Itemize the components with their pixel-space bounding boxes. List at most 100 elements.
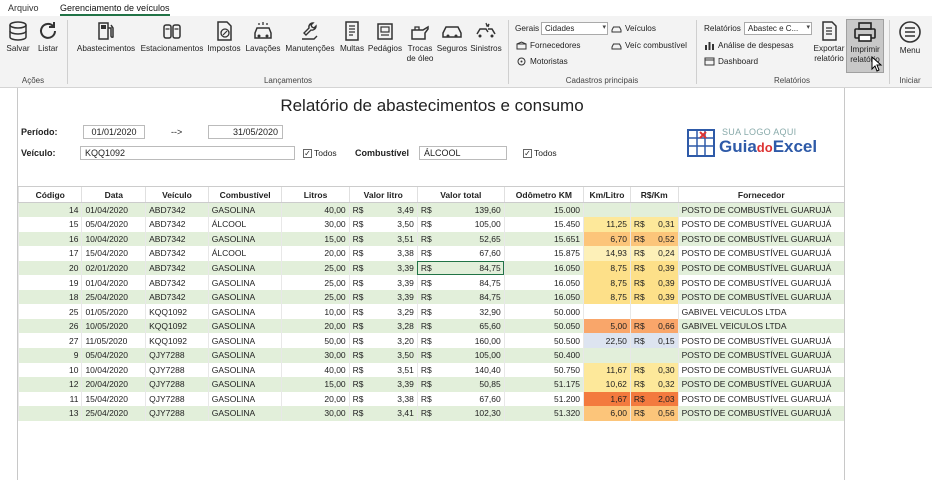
- table-cell[interactable]: R$ 3,38: [348, 246, 418, 261]
- table-cell[interactable]: 10,00: [281, 304, 350, 319]
- table-cell[interactable]: R$ 140,40: [416, 362, 505, 378]
- table-cell[interactable]: R$ 3,49: [348, 202, 418, 218]
- tab-gerenciamento-veiculos[interactable]: Gerenciamento de veículos: [60, 3, 170, 16]
- combustivel-todos-checkbox[interactable]: ✓ Todos: [523, 148, 557, 158]
- table-cell[interactable]: POSTO DE COMBUSTÍVEL GUARUJÁ: [677, 333, 844, 348]
- table-cell[interactable]: R$ 32,90: [416, 304, 505, 319]
- table-cell[interactable]: 18: [17, 289, 82, 305]
- veic-combustivel-button[interactable]: Veíc combustível: [611, 41, 687, 50]
- table-cell[interactable]: POSTO DE COMBUSTÍVEL GUARUJÁ: [677, 289, 844, 305]
- table-cell[interactable]: ABD7342: [145, 260, 209, 276]
- table-cell[interactable]: 14,93: [583, 246, 631, 261]
- table-cell[interactable]: 5,00: [583, 318, 631, 334]
- imprimir-relatorio-button[interactable]: Imprimir relatório: [846, 19, 884, 73]
- table-cell[interactable]: R$ 3,51: [348, 231, 418, 247]
- table-cell[interactable]: R$ 0,39: [629, 275, 679, 290]
- manutencoes-button[interactable]: Manutenções: [283, 20, 337, 54]
- sinistros-button[interactable]: Sinistros: [469, 20, 503, 54]
- table-cell[interactable]: ABD7342: [145, 275, 209, 290]
- table-cell[interactable]: 16: [17, 231, 82, 247]
- table-cell[interactable]: ABD7342: [145, 289, 209, 305]
- table-cell[interactable]: [583, 202, 631, 218]
- table-cell[interactable]: 01/04/2020: [81, 202, 146, 218]
- table-cell[interactable]: 8,75: [583, 260, 631, 276]
- table-cell[interactable]: R$ 0,24: [629, 246, 679, 261]
- table-cell[interactable]: 25,00: [281, 260, 350, 276]
- table-cell[interactable]: QJY7288: [145, 377, 209, 392]
- table-cell[interactable]: QJY7288: [145, 391, 209, 407]
- table-cell[interactable]: 30,00: [281, 217, 350, 232]
- table-cell[interactable]: ABD7342: [145, 202, 209, 218]
- table-cell[interactable]: 25/04/2020: [81, 289, 146, 305]
- tab-arquivo[interactable]: Arquivo: [8, 3, 39, 13]
- table-cell[interactable]: 50,00: [281, 333, 350, 348]
- table-cell[interactable]: 26: [17, 318, 82, 334]
- table-cell[interactable]: 10: [17, 362, 82, 378]
- table-cell[interactable]: 11,67: [583, 362, 631, 378]
- analise-despesas-button[interactable]: Análise de despesas: [704, 40, 794, 50]
- table-cell[interactable]: R$ 84,75: [416, 275, 505, 290]
- table-cell[interactable]: [629, 347, 679, 363]
- table-cell[interactable]: R$ 84,75: [416, 289, 505, 305]
- table-cell[interactable]: 51.320: [503, 406, 584, 421]
- table-cell[interactable]: R$ 3,28: [348, 318, 418, 334]
- table-cell[interactable]: 22,50: [583, 333, 631, 348]
- table-cell[interactable]: 01/05/2020: [81, 304, 146, 319]
- table-cell[interactable]: 10/05/2020: [81, 318, 146, 334]
- table-cell[interactable]: R$ 102,30: [416, 406, 505, 421]
- table-cell[interactable]: 19: [17, 275, 82, 290]
- table-cell[interactable]: 6,00: [583, 406, 631, 421]
- table-cell[interactable]: R$ 105,00: [416, 347, 505, 363]
- table-cell[interactable]: 50.050: [503, 318, 584, 334]
- exportar-relatorio-button[interactable]: Exportar relatório: [812, 20, 846, 64]
- table-cell[interactable]: 25: [17, 304, 82, 319]
- combustivel-field[interactable]: ÁLCOOL: [419, 146, 507, 160]
- impostos-button[interactable]: Impostos: [206, 20, 242, 54]
- table-cell[interactable]: 50.750: [503, 362, 584, 378]
- table-cell[interactable]: 27: [17, 333, 82, 348]
- table-cell[interactable]: R$ 3,39: [348, 260, 418, 276]
- table-cell[interactable]: 16.050: [503, 289, 584, 305]
- table-cell[interactable]: 17: [17, 246, 82, 261]
- relatorios-dropdown[interactable]: Abastec e C... ▾: [744, 22, 812, 35]
- table-cell[interactable]: R$ 0,66: [629, 318, 679, 334]
- table-cell[interactable]: 20/04/2020: [81, 377, 146, 392]
- table-cell[interactable]: GASOLINA: [207, 318, 282, 334]
- motoristas-button[interactable]: Motoristas: [516, 57, 568, 66]
- table-cell[interactable]: R$ 3,50: [348, 217, 418, 232]
- gerais-dropdown[interactable]: Cidades ▾: [541, 22, 608, 35]
- table-cell[interactable]: 20,00: [281, 391, 350, 407]
- table-cell[interactable]: 10/04/2020: [81, 231, 146, 247]
- table-cell[interactable]: POSTO DE COMBUSTÍVEL GUARUJÁ: [677, 231, 844, 247]
- table-cell[interactable]: R$ 50,85: [416, 377, 505, 392]
- salvar-button[interactable]: Salvar: [5, 20, 31, 54]
- lavacoes-button[interactable]: Lavações: [244, 20, 282, 54]
- table-cell[interactable]: R$ 3,39: [348, 289, 418, 305]
- table-cell[interactable]: GASOLINA: [207, 304, 282, 319]
- table-cell[interactable]: R$ 139,60: [416, 202, 505, 218]
- table-cell[interactable]: GASOLINA: [207, 377, 282, 392]
- table-cell[interactable]: GASOLINA: [207, 260, 282, 276]
- table-cell[interactable]: POSTO DE COMBUSTÍVEL GUARUJÁ: [677, 406, 844, 421]
- date-to-field[interactable]: 31/05/2020: [208, 125, 283, 139]
- table-cell[interactable]: R$ 160,00: [416, 333, 505, 348]
- table-cell[interactable]: 15/04/2020: [81, 391, 146, 407]
- table-cell[interactable]: 51.200: [503, 391, 584, 407]
- table-cell[interactable]: R$ 3,50: [348, 347, 418, 363]
- table-cell[interactable]: R$ 3,29: [348, 304, 418, 319]
- table-cell[interactable]: R$ 3,39: [348, 377, 418, 392]
- table-cell[interactable]: R$ 0,52: [629, 231, 679, 247]
- table-cell[interactable]: 15.450: [503, 217, 584, 232]
- table-cell[interactable]: POSTO DE COMBUSTÍVEL GUARUJÁ: [677, 202, 844, 218]
- table-cell[interactable]: 15: [17, 217, 82, 232]
- table-cell[interactable]: POSTO DE COMBUSTÍVEL GUARUJÁ: [677, 275, 844, 290]
- table-cell[interactable]: KQQ1092: [145, 333, 209, 348]
- table-cell[interactable]: R$ 0,39: [629, 260, 679, 276]
- table-cell[interactable]: POSTO DE COMBUSTÍVEL GUARUJÁ: [677, 362, 844, 378]
- table-cell[interactable]: 8,75: [583, 275, 631, 290]
- table-cell[interactable]: 05/04/2020: [81, 347, 146, 363]
- table-cell[interactable]: GASOLINA: [207, 362, 282, 378]
- table-cell[interactable]: R$ 3,38: [348, 391, 418, 407]
- table-cell[interactable]: 15/04/2020: [81, 246, 146, 261]
- seguros-button[interactable]: Seguros: [436, 20, 468, 54]
